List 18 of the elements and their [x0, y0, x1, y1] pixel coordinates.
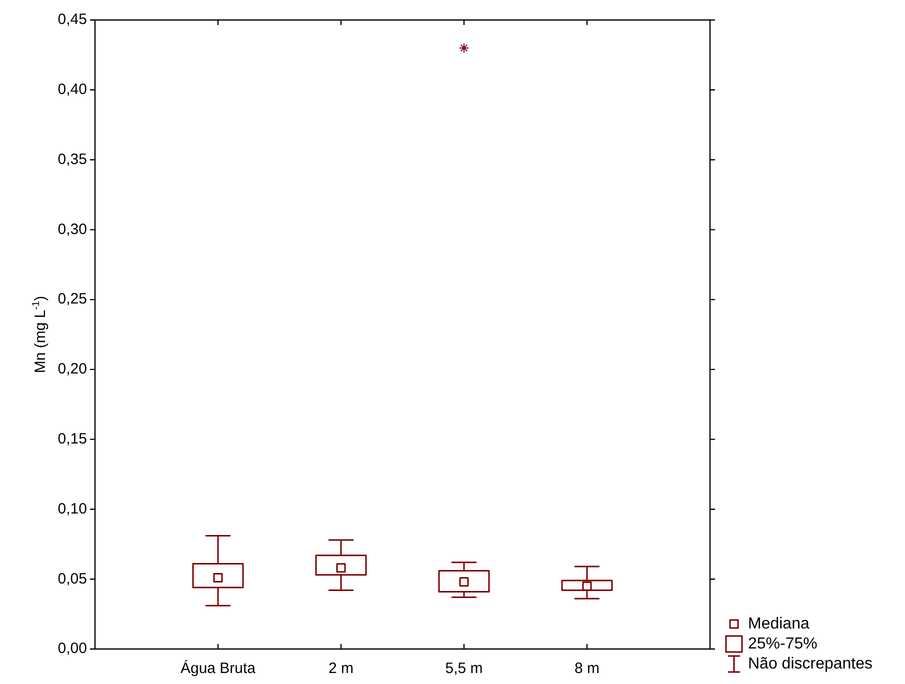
x-tick-label: 5,5 m [445, 660, 483, 678]
y-tick-label: 0,35 [58, 150, 87, 168]
y-tick-label: 0,05 [58, 570, 87, 588]
y-tick-label: 0,40 [58, 81, 87, 98]
y-tick-label: 0,10 [58, 500, 87, 518]
y-axis-title: Mn (mg L-1) [31, 296, 49, 374]
text: 25%-75% [748, 635, 818, 652]
x-tick-label: 8 m [574, 660, 600, 678]
y-tick-label: 0,20 [58, 360, 87, 378]
x-tick-label: 2 m [328, 660, 354, 678]
y-tick-label: 0,15 [58, 430, 87, 448]
y-tick-label: 0,25 [58, 290, 87, 308]
x-tick-label: Água Bruta [180, 659, 256, 678]
text: Não discrepantes [748, 655, 873, 672]
text: Mediana [748, 615, 810, 632]
y-tick-label: 0,30 [58, 220, 87, 238]
y-tick-label: 0,00 [58, 640, 87, 658]
y-tick-label: 0,45 [58, 11, 87, 28]
